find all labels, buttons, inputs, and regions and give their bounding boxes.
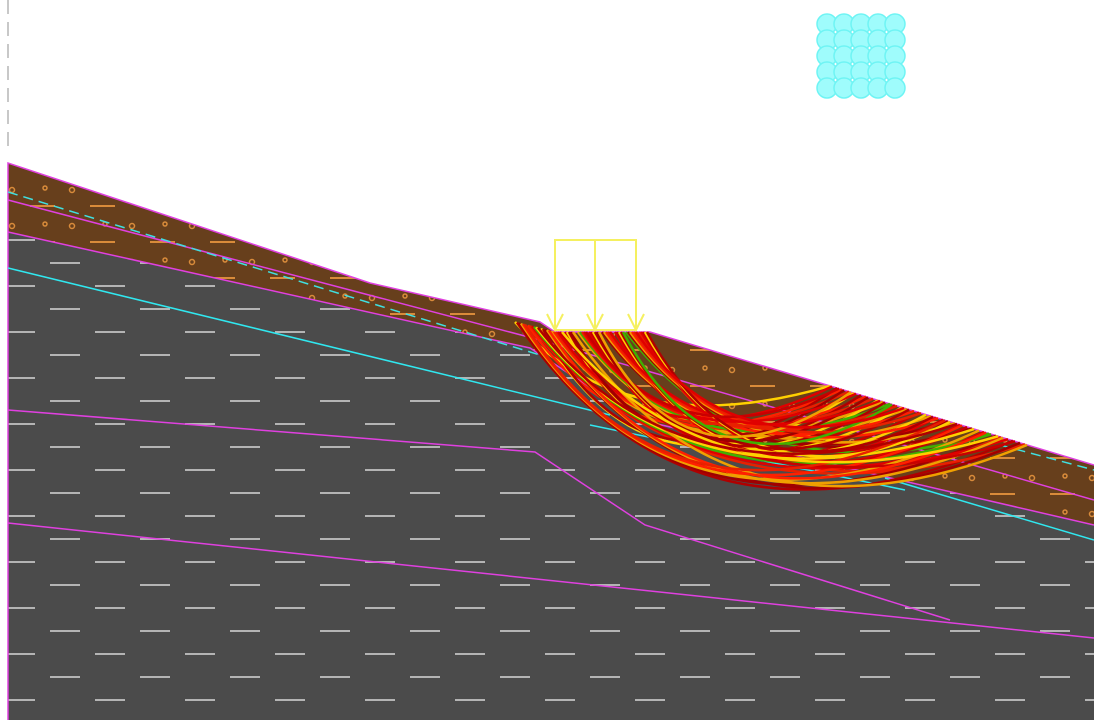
water-line <box>7 267 611 416</box>
slip-arc <box>556 331 833 421</box>
surcharge-load <box>546 239 645 333</box>
slip-arc <box>608 331 881 426</box>
slip-arc <box>523 323 946 472</box>
grid-centers <box>816 13 906 99</box>
slip-arc <box>547 329 987 480</box>
slip-arc <box>537 326 958 455</box>
slip-arc <box>584 331 840 418</box>
slip-arc <box>634 331 905 429</box>
water-line <box>7 191 541 356</box>
slip-arc <box>526 324 843 427</box>
center-point <box>884 77 906 99</box>
layer-line <box>7 522 1094 639</box>
layer-line <box>7 409 951 621</box>
slip-surfaces <box>514 321 1028 491</box>
slip-arc <box>597 331 852 438</box>
slip-arc <box>621 331 893 446</box>
water-line <box>884 477 1094 541</box>
load-arrows <box>546 240 645 333</box>
ground-surface <box>7 161 1094 720</box>
